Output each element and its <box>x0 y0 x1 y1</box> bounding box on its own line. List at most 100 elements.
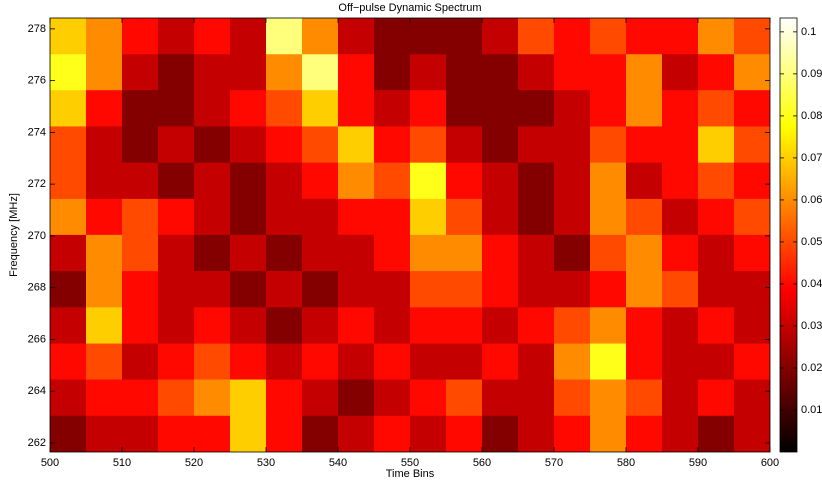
heatmap-cell <box>374 271 411 308</box>
heatmap-cell <box>230 343 267 381</box>
heatmap-cell <box>662 198 699 236</box>
heatmap-cell <box>482 271 519 308</box>
heatmap-cell <box>734 234 770 272</box>
y-axis-label: Frequency [MHz] <box>8 193 20 277</box>
heatmap-cell <box>698 162 735 200</box>
heatmap-cell <box>122 126 159 164</box>
heatmap-cell <box>122 198 159 236</box>
heatmap-cell <box>590 343 627 381</box>
heatmap-cell <box>626 271 663 308</box>
heatmap-cell <box>50 198 87 236</box>
heatmap-cell <box>302 18 339 55</box>
heatmap-cell <box>230 415 267 452</box>
heatmap-cell <box>698 379 735 417</box>
heatmap-cell <box>410 379 447 417</box>
heatmap-cell <box>50 18 87 55</box>
y-tick-label: 268 <box>28 282 46 294</box>
heatmap-cell <box>662 234 699 272</box>
heatmap-cell <box>374 162 411 200</box>
heatmap-cell <box>482 18 519 55</box>
heatmap-cell <box>590 126 627 164</box>
heatmap-cell <box>662 54 699 91</box>
x-tick-label: 520 <box>185 457 203 469</box>
heatmap-cell <box>50 90 87 127</box>
heatmap-cell <box>86 379 123 417</box>
heatmap-cell <box>338 198 375 236</box>
heatmap-cell <box>518 343 555 381</box>
heatmap-cell <box>410 307 447 345</box>
heatmap-cell <box>158 198 195 236</box>
heatmap-cell <box>50 162 87 200</box>
heatmap-cell <box>734 379 770 417</box>
heatmap-cell <box>590 162 627 200</box>
heatmap-cell <box>446 18 483 55</box>
heatmap-cell <box>86 415 123 452</box>
heatmap-cell <box>266 198 303 236</box>
heatmap-cell <box>734 18 770 55</box>
heatmap-cell <box>266 18 303 55</box>
heatmap-cell <box>158 54 195 91</box>
heatmap-cell <box>734 343 770 381</box>
heatmap-cell <box>446 54 483 91</box>
y-tick-label: 262 <box>28 437 46 449</box>
heatmap-cell <box>338 343 375 381</box>
colorbar-tick-label: 0.05 <box>801 236 822 248</box>
x-axis-label: Time Bins <box>386 468 435 480</box>
heatmap-cell <box>698 307 735 345</box>
heatmap-cell <box>230 271 267 308</box>
heatmap-cell <box>554 90 591 127</box>
heatmap-cell <box>122 234 159 272</box>
heatmap-cell <box>518 54 555 91</box>
heatmap-cell <box>554 415 591 452</box>
colorbar <box>779 17 798 453</box>
heatmap-cell <box>446 307 483 345</box>
colorbar-tick-label: 0.03 <box>801 320 822 332</box>
heatmap-cell <box>518 126 555 164</box>
heatmap-cell <box>158 162 195 200</box>
colorbar-tick-label: 0.1 <box>801 26 816 38</box>
heatmap-cell <box>410 234 447 272</box>
heatmap-cell <box>554 18 591 55</box>
heatmap-cell <box>122 54 159 91</box>
heatmap-cell <box>590 54 627 91</box>
heatmap-cell <box>446 379 483 417</box>
y-tick-label: 278 <box>28 23 46 35</box>
heatmap-cell <box>518 198 555 236</box>
heatmap-cell <box>302 234 339 272</box>
heatmap-cell <box>554 379 591 417</box>
heatmap-cell <box>302 126 339 164</box>
heatmap-cell <box>50 415 87 452</box>
heatmap-cell <box>662 126 699 164</box>
heatmap-cell <box>122 18 159 55</box>
heatmap-cell <box>158 126 195 164</box>
heatmap-cell <box>302 90 339 127</box>
heatmap-cell <box>194 126 231 164</box>
y-tick-label: 276 <box>28 75 46 87</box>
heatmap-cell <box>662 307 699 345</box>
heatmap-cell <box>734 54 770 91</box>
heatmap-cell <box>230 126 267 164</box>
heatmap-cell <box>698 18 735 55</box>
heatmap-cell <box>194 343 231 381</box>
heatmap-cell <box>194 162 231 200</box>
heatmap-cell <box>482 415 519 452</box>
heatmap-cell <box>698 54 735 91</box>
x-tick-label: 600 <box>761 457 779 469</box>
heatmap-cell <box>410 343 447 381</box>
heatmap-cell <box>230 162 267 200</box>
heatmap-cell <box>158 271 195 308</box>
y-tick-label: 270 <box>28 230 46 242</box>
x-tick-label: 590 <box>689 457 707 469</box>
heatmap-cell <box>626 415 663 452</box>
heatmap-cell <box>446 162 483 200</box>
heatmap-cell <box>302 162 339 200</box>
heatmap-cell <box>266 162 303 200</box>
heatmap-cell <box>410 198 447 236</box>
heatmap-cell <box>194 198 231 236</box>
heatmap-cell <box>590 379 627 417</box>
heatmap-cell <box>86 271 123 308</box>
heatmap-cell <box>734 307 770 345</box>
heatmap-cell <box>266 126 303 164</box>
